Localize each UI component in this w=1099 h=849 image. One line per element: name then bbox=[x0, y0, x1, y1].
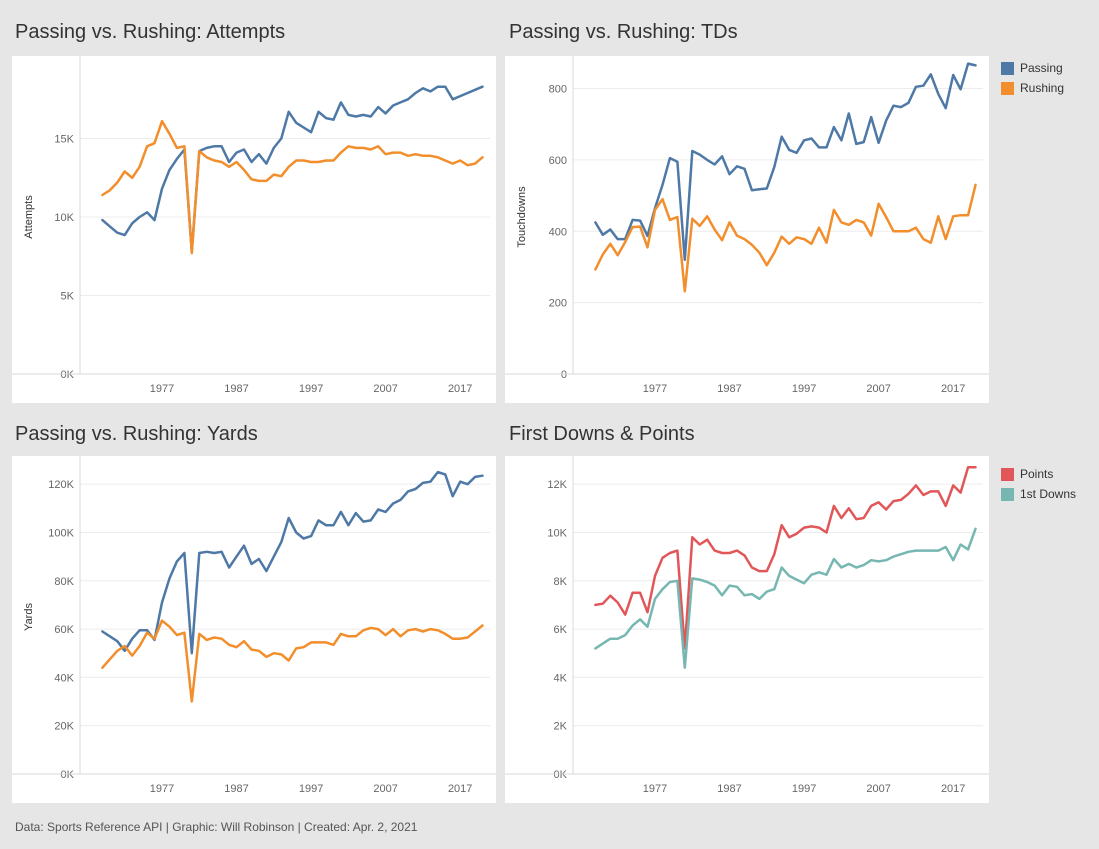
series-line-passing[interactable] bbox=[594, 62, 977, 262]
y-tick-label: 40K bbox=[54, 672, 74, 684]
x-tick-label: 2007 bbox=[866, 783, 890, 795]
chart-title-downs-points: First Downs & Points bbox=[509, 423, 695, 445]
legend-label-points: Points bbox=[1020, 467, 1054, 481]
x-tick-label: 2017 bbox=[448, 383, 472, 395]
x-tick-label: 2007 bbox=[373, 383, 397, 395]
y-tick-label: 200 bbox=[549, 298, 567, 310]
y-tick-label: 0 bbox=[561, 369, 567, 381]
series-line-points[interactable] bbox=[594, 465, 977, 650]
y-tick-label: 20K bbox=[54, 721, 74, 733]
x-tick-label: 2007 bbox=[373, 783, 397, 795]
legend-points-downs: Points 1st Downs bbox=[1001, 464, 1076, 504]
y-tick-label: 10K bbox=[547, 527, 567, 539]
chart-panel-yards: 0K 20K 40K 60K 80K 100K 120K 1977 1987 1997 2007 20… bbox=[12, 456, 496, 803]
x-tick-label: 1977 bbox=[643, 383, 667, 395]
chart-title-yards: Passing vs. Rushing: Yards bbox=[15, 423, 258, 445]
legend-item-1st-downs[interactable]: 1st Downs bbox=[1001, 484, 1076, 504]
series-line-1st-downs[interactable] bbox=[594, 527, 977, 669]
legend-swatch-1st-downs bbox=[1001, 487, 1014, 501]
y-tick-label: 2K bbox=[554, 721, 568, 733]
series-line-rushing[interactable] bbox=[101, 619, 484, 703]
x-tick-label: 1987 bbox=[717, 383, 741, 395]
series-line-rushing[interactable] bbox=[594, 183, 977, 293]
x-tick-label: 1987 bbox=[224, 783, 248, 795]
y-tick-label: 12K bbox=[547, 479, 567, 491]
y-tick-label: 800 bbox=[549, 84, 567, 96]
y-tick-label: 5K bbox=[61, 291, 75, 303]
series-line-passing[interactable] bbox=[101, 85, 484, 253]
footer-credits: Data: Sports Reference API | Graphic: Wi… bbox=[15, 820, 418, 834]
y-axis-title: Attempts bbox=[23, 195, 35, 239]
chart-title-tds: Passing vs. Rushing: TDs bbox=[509, 21, 738, 43]
legend-swatch-rushing bbox=[1001, 81, 1014, 95]
chart-panel-downs-points: 0K 2K 4K 6K 8K 10K 12K 1977 1987 1997 2007 2017 bbox=[505, 456, 989, 803]
y-tick-label: 0K bbox=[61, 369, 75, 381]
legend-item-points[interactable]: Points bbox=[1001, 464, 1076, 484]
y-tick-label: 600 bbox=[549, 155, 567, 167]
legend-label-passing: Passing bbox=[1020, 61, 1063, 75]
x-tick-label: 1987 bbox=[717, 783, 741, 795]
chart-svg-attempts: 0K 5K 10K 15K 1977 1987 1997 2007 2017 Attempts bbox=[12, 56, 496, 395]
legend-passing-rushing: Passing Rushing bbox=[1001, 58, 1064, 98]
y-tick-label: 0K bbox=[61, 769, 75, 781]
legend-label-1st-downs: 1st Downs bbox=[1020, 487, 1077, 501]
y-tick-label: 8K bbox=[554, 576, 568, 588]
y-tick-label: 100K bbox=[48, 527, 74, 539]
legend-swatch-points bbox=[1001, 467, 1014, 481]
x-tick-label: 2017 bbox=[448, 783, 472, 795]
x-tick-label: 1987 bbox=[224, 383, 248, 395]
x-tick-label: 1997 bbox=[299, 783, 323, 795]
y-tick-label: 15K bbox=[54, 134, 74, 146]
chart-svg-downs-points: 0K 2K 4K 6K 8K 10K 12K 1977 1987 1997 2007 2017 bbox=[505, 456, 989, 795]
chart-svg-tds: 0 200 400 600 800 1977 1987 1997 2007 2017 Touchdo… bbox=[505, 56, 989, 395]
y-tick-label: 80K bbox=[54, 576, 74, 588]
x-tick-label: 1977 bbox=[150, 383, 174, 395]
x-tick-label: 1997 bbox=[792, 383, 816, 395]
legend-label-rushing: Rushing bbox=[1020, 81, 1065, 95]
x-tick-label: 1977 bbox=[150, 783, 174, 795]
x-tick-label: 2017 bbox=[941, 383, 965, 395]
series-line-rushing[interactable] bbox=[101, 119, 484, 255]
legend-item-rushing[interactable]: Rushing bbox=[1001, 78, 1064, 98]
y-axis-title: Touchdowns bbox=[516, 186, 528, 248]
y-tick-label: 6K bbox=[554, 624, 568, 636]
chart-panel-attempts: 0K 5K 10K 15K 1977 1987 1997 2007 2017 Attempts bbox=[12, 56, 496, 403]
y-tick-label: 60K bbox=[54, 624, 74, 636]
chart-svg-yards: 0K 20K 40K 60K 80K 100K 120K 1977 1987 1997 2007 20… bbox=[12, 456, 496, 795]
x-tick-label: 2017 bbox=[941, 783, 965, 795]
y-tick-label: 10K bbox=[54, 212, 74, 224]
x-tick-label: 1977 bbox=[643, 783, 667, 795]
series-line-passing[interactable] bbox=[101, 470, 484, 655]
x-tick-label: 2007 bbox=[866, 383, 890, 395]
x-tick-label: 1997 bbox=[299, 383, 323, 395]
y-tick-label: 4K bbox=[554, 672, 568, 684]
y-axis-title: Yards bbox=[23, 603, 35, 631]
chart-panel-tds: 0 200 400 600 800 1977 1987 1997 2007 2017 Touchdo… bbox=[505, 56, 989, 403]
y-tick-label: 400 bbox=[549, 226, 567, 238]
chart-title-attempts: Passing vs. Rushing: Attempts bbox=[15, 21, 286, 43]
x-tick-label: 1997 bbox=[792, 783, 816, 795]
legend-swatch-passing bbox=[1001, 61, 1014, 75]
y-tick-label: 0K bbox=[554, 769, 568, 781]
legend-item-passing[interactable]: Passing bbox=[1001, 58, 1064, 78]
y-tick-label: 120K bbox=[48, 479, 74, 491]
